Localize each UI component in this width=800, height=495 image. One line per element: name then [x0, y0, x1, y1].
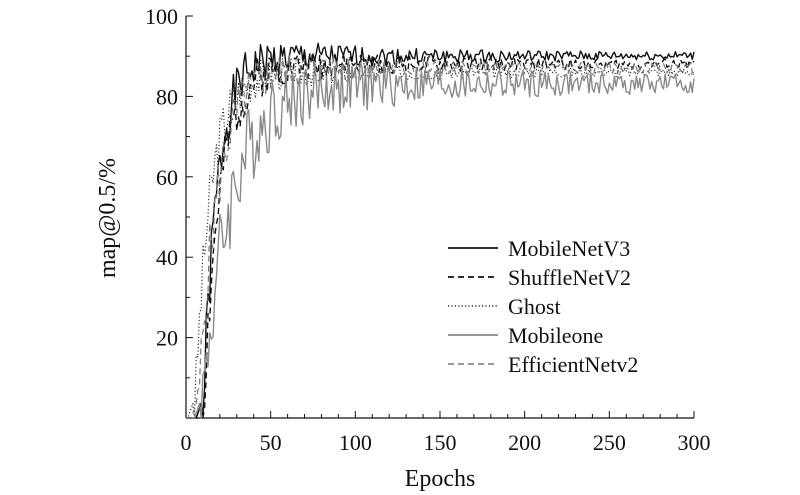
x-tick-label: 150: [424, 430, 457, 455]
series-line: [186, 42, 695, 419]
y-tick-label: 20: [156, 326, 178, 351]
x-tick-label: 250: [593, 430, 626, 455]
series-line: [186, 59, 695, 419]
legend-label: EfficientNetv2: [508, 352, 638, 377]
legend: MobileNetV3 ShuffleNetV2 Ghost Mobileone Eff…: [448, 236, 638, 377]
legend-label: Ghost: [508, 294, 561, 319]
y-tick-label: 60: [156, 165, 178, 190]
legend-label: ShuffleNetV2: [508, 265, 631, 290]
x-tick-label: 300: [678, 430, 711, 455]
x-tick-label: 200: [508, 430, 541, 455]
x-axis-label: Epochs: [405, 466, 476, 492]
x-tick-label: 50: [260, 430, 282, 455]
x-tick-label: 100: [339, 430, 372, 455]
y-axis-label: map@0.5/%: [95, 158, 121, 278]
y-tick-label: 80: [156, 84, 178, 109]
series-lines: [186, 42, 695, 419]
legend-label: Mobileone: [508, 323, 603, 348]
x-tick-label: 0: [181, 430, 192, 455]
y-tick-label: 40: [156, 245, 178, 270]
axes: 0 50 100 150 200 250 300 20 40 60 80 100: [145, 4, 711, 455]
series-line: [186, 53, 695, 419]
legend-label: MobileNetV3: [508, 236, 630, 261]
y-tick-label: 100: [145, 4, 178, 29]
